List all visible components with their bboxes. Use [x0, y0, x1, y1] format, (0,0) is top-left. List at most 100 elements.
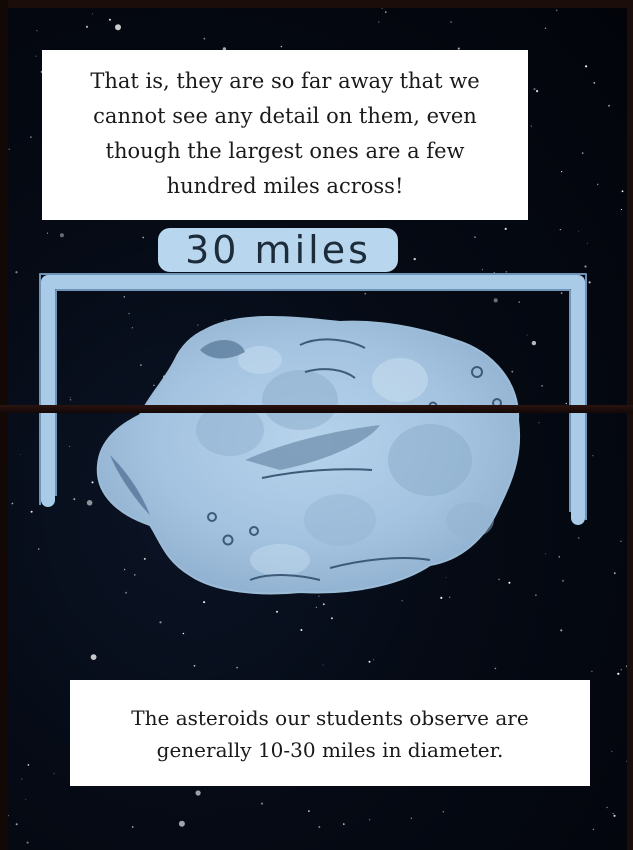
- star: [197, 324, 199, 326]
- star: [73, 498, 76, 501]
- star: [504, 227, 507, 230]
- star: [608, 104, 610, 107]
- star: [413, 257, 416, 261]
- star: [69, 396, 71, 398]
- star: [21, 778, 23, 780]
- star: [611, 750, 613, 753]
- caption-top-line: though the largest ones are a few: [105, 139, 465, 163]
- star: [508, 581, 511, 584]
- star: [621, 190, 624, 193]
- star: [300, 629, 303, 631]
- scale-bracket-icon: [41, 275, 585, 525]
- star: [530, 125, 532, 127]
- star: [606, 806, 608, 809]
- star: [343, 823, 345, 825]
- star: [518, 301, 520, 303]
- star: [541, 385, 543, 387]
- star: [37, 548, 40, 550]
- star: [445, 576, 447, 578]
- panel-border-right: [627, 0, 633, 850]
- star: [318, 826, 321, 828]
- panel-border-left: [0, 0, 8, 850]
- star: [322, 603, 325, 606]
- star: [538, 422, 540, 424]
- star: [134, 574, 136, 576]
- panel-border-top: [0, 0, 633, 8]
- star: [559, 228, 562, 231]
- star: [40, 71, 43, 73]
- star: [123, 568, 126, 571]
- star: [505, 271, 508, 273]
- star: [123, 296, 126, 298]
- star: [620, 208, 623, 211]
- star: [308, 810, 310, 812]
- star: [143, 557, 146, 560]
- star: [481, 269, 483, 271]
- star: [53, 773, 55, 775]
- star: [131, 826, 134, 828]
- star: [384, 11, 387, 14]
- star: [558, 556, 560, 558]
- star: [493, 298, 498, 303]
- star: [560, 292, 563, 294]
- star: [373, 659, 375, 661]
- star: [140, 364, 142, 366]
- star: [182, 632, 185, 635]
- caption-top: That is, they are so far away that we ca…: [42, 50, 528, 220]
- star: [620, 669, 622, 671]
- caption-top-line: That is, they are so far away that we: [90, 69, 480, 93]
- star: [261, 802, 263, 805]
- star: [612, 813, 614, 814]
- star: [47, 232, 48, 234]
- star: [585, 65, 588, 68]
- star: [577, 537, 580, 539]
- star: [617, 672, 620, 675]
- star: [410, 817, 413, 819]
- star: [584, 265, 587, 268]
- star: [378, 21, 380, 23]
- star: [620, 540, 622, 543]
- caption-top-line: hundred miles across!: [166, 174, 404, 198]
- star: [222, 47, 227, 51]
- star: [193, 664, 196, 667]
- star: [280, 45, 283, 48]
- star: [203, 601, 206, 604]
- star: [457, 47, 460, 50]
- star: [69, 399, 72, 401]
- star: [15, 823, 18, 826]
- star: [159, 621, 162, 624]
- star: [581, 152, 584, 154]
- star: [35, 55, 37, 57]
- star: [533, 88, 536, 91]
- star: [15, 271, 18, 274]
- asteroid-body: [96, 316, 521, 595]
- star: [511, 370, 514, 373]
- star: [92, 13, 93, 15]
- star: [315, 606, 317, 608]
- star: [91, 481, 94, 484]
- star: [592, 455, 594, 457]
- star: [364, 293, 366, 295]
- star: [108, 18, 111, 21]
- star: [588, 281, 591, 284]
- star: [368, 819, 371, 821]
- star: [115, 24, 121, 31]
- star: [561, 171, 563, 173]
- star: [59, 233, 64, 238]
- star: [544, 27, 547, 29]
- panel-seam: [0, 405, 633, 413]
- star: [27, 764, 30, 766]
- star: [592, 828, 595, 831]
- star: [596, 183, 599, 186]
- star: [401, 600, 403, 602]
- star: [450, 21, 452, 23]
- star: [128, 312, 130, 315]
- star: [195, 790, 201, 796]
- star: [474, 236, 476, 239]
- star: [613, 572, 616, 575]
- star: [8, 148, 10, 150]
- caption-bottom-line: generally 10-30 miles in diameter.: [156, 738, 504, 762]
- star: [36, 30, 38, 32]
- caption-bottom-line: The asteroids our students observe are: [131, 706, 529, 730]
